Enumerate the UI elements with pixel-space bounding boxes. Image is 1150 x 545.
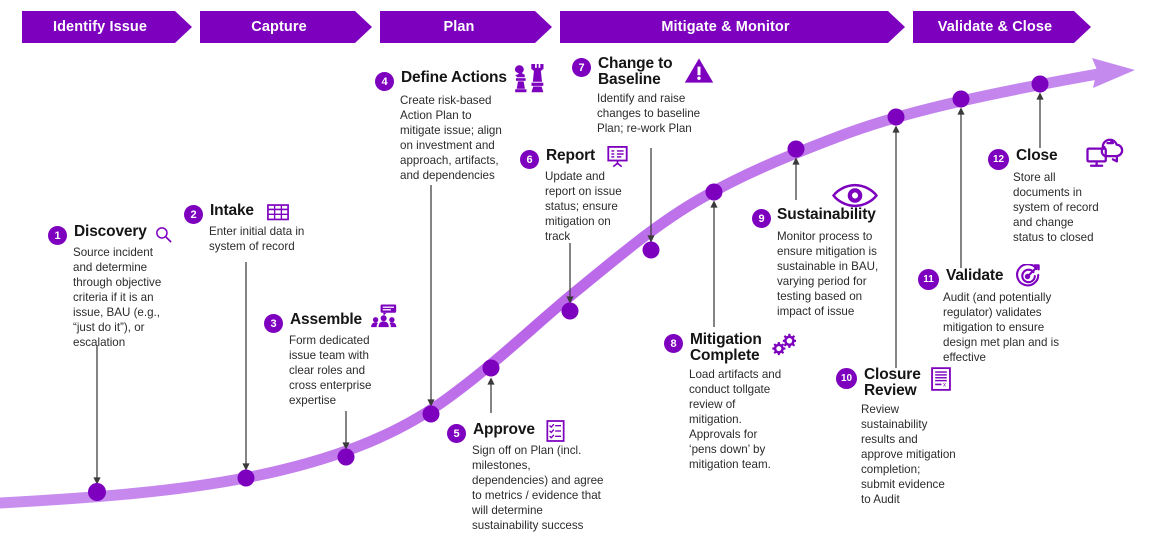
chess-pieces-icon <box>514 63 544 93</box>
step-number-badge: 6 <box>520 150 539 169</box>
step-number-badge: 10 <box>836 368 857 389</box>
step-description: Sign off on Plan (incl. milestones, depe… <box>472 444 604 532</box>
step-number-badge: 2 <box>184 205 203 224</box>
warning-triangle-icon <box>684 58 714 83</box>
target-icon <box>1016 264 1041 287</box>
step-description: Create risk-based Action Plan to mitigat… <box>400 94 502 182</box>
phase-arrow-tip <box>1074 11 1091 43</box>
milestone-dot-8[interactable] <box>705 183 723 201</box>
milestone-dots <box>88 75 1049 501</box>
milestone-dot-5[interactable] <box>482 359 500 377</box>
team-icon <box>371 304 397 328</box>
phase-validate-close[interactable]: Validate & Close <box>913 11 1091 43</box>
step-description: Store all documents in system of record … <box>1013 171 1099 244</box>
phase-shape <box>560 11 888 43</box>
step-title: Report <box>546 147 596 164</box>
phase-shape <box>200 11 355 43</box>
step-8-mitigation-complete[interactable]: 8 Mitigation Complete Load artifacts and… <box>664 331 796 472</box>
step-title: Change to Baseline <box>598 55 673 89</box>
step-number-badge: 7 <box>572 58 591 77</box>
step-11-validate[interactable]: 11 Validate Audit (and potentially regul… <box>918 264 1070 365</box>
checklist-icon <box>546 420 565 442</box>
step-title: Assemble <box>290 311 363 328</box>
step-description: Review sustainability results and approv… <box>861 403 956 507</box>
milestone-dot-7[interactable] <box>642 241 660 259</box>
presentation-board-icon <box>607 146 628 168</box>
step-title: Discovery <box>74 223 147 240</box>
step-title: Define Actions <box>401 69 507 86</box>
step-description: Identify and raise changes to baseline P… <box>597 92 701 136</box>
step-number-badge: 11 <box>918 269 939 290</box>
step-number-badge: 12 <box>988 149 1009 170</box>
step-2-intake[interactable]: 2 Intake Enter initial data in system of… <box>184 202 320 254</box>
svg-text:x: x <box>943 382 946 389</box>
step-number-badge: 1 <box>48 226 67 245</box>
document-icon: x <box>930 367 951 391</box>
phase-shape <box>380 11 535 43</box>
step-description: Update and report on issue status; ensur… <box>545 170 622 243</box>
step-description: Audit (and potentially regulator) valida… <box>943 291 1060 364</box>
milestone-dot-6[interactable] <box>561 302 579 320</box>
phase-label: Validate & Close <box>937 19 1053 35</box>
step-number-badge: 9 <box>752 209 771 228</box>
milestone-dot-10[interactable] <box>887 108 905 126</box>
step-title: Close <box>1016 147 1058 164</box>
cloud-sync-icon <box>1086 138 1124 167</box>
phase-shape <box>913 11 1074 43</box>
phase-identify-issue[interactable]: Identify Issue <box>22 11 192 43</box>
phase-arrow-tip <box>175 11 192 43</box>
step-number-badge: 5 <box>447 424 466 443</box>
phase-arrow-tip <box>888 11 905 43</box>
step-title: Validate <box>946 267 1004 284</box>
step-description: Monitor process to ensure mitigation is … <box>777 230 879 318</box>
gears-icon <box>771 333 796 356</box>
phase-label: Mitigate & Monitor <box>661 19 790 35</box>
step-title: Sustainability <box>777 206 876 223</box>
phase-label: Plan <box>443 19 475 35</box>
step-1-discovery[interactable]: 1 Discovery Source incident and determin… <box>48 223 172 350</box>
milestone-dot-12[interactable] <box>1031 75 1049 93</box>
milestone-dot-2[interactable] <box>237 469 255 487</box>
eye-icon <box>832 183 878 208</box>
step-12-close[interactable]: 12 Close Store all documents in system o… <box>988 138 1124 245</box>
step-10-closure-review[interactable]: 10 Closure Review x Review sustainabilit… <box>836 366 956 507</box>
step-description: Enter initial data in system of record <box>209 225 305 253</box>
curve-arrow-head <box>1092 58 1135 88</box>
step-number-badge: 4 <box>375 72 394 91</box>
step-7-change-to-baseline[interactable]: 7 Change to Baseline Identify and raise … <box>572 55 714 136</box>
phase-label: Identify Issue <box>52 19 148 35</box>
magnifier-icon <box>155 227 172 243</box>
phase-mitigate-monitor[interactable]: Mitigate & Monitor <box>560 11 905 43</box>
step-6-report[interactable]: 6 Report Update and report on issue stat… <box>520 146 628 244</box>
step-description: Source incident and determine through ob… <box>73 246 162 349</box>
step-number-badge: 3 <box>264 314 283 333</box>
step-4-define-actions[interactable]: 4 Define Actions Create risk-based Actio… <box>375 63 544 183</box>
step-number-badge: 8 <box>664 334 683 353</box>
step-description: Form dedicated issue team with clear rol… <box>289 334 372 407</box>
step-title: Approve <box>473 421 535 438</box>
step-9-sustainability[interactable]: 9 Sustainability Monitor process to ensu… <box>752 183 888 319</box>
step-5-approve[interactable]: 5 Approve Sign off on Plan (incl. milest… <box>447 420 605 533</box>
step-description: Load artifacts and conduct tollgate revi… <box>689 368 782 472</box>
milestone-dot-9[interactable] <box>787 140 805 158</box>
phase-capture[interactable]: Capture <box>200 11 372 43</box>
step-3-assemble[interactable]: 3 Assemble Form dedicated issue team wit… <box>264 304 397 408</box>
step-title: Closure Review <box>864 366 921 400</box>
phase-banner: Identify Issue Capture Plan Mitigate & M… <box>0 0 1150 50</box>
milestone-dot-1[interactable] <box>88 483 106 501</box>
milestone-dot-4[interactable] <box>422 405 440 423</box>
step-title: Mitigation Complete <box>690 331 762 365</box>
phase-arrow-tip <box>355 11 372 43</box>
phase-plan[interactable]: Plan <box>380 11 552 43</box>
phase-label: Capture <box>251 19 307 35</box>
milestone-dot-11[interactable] <box>952 90 970 108</box>
grid-table-icon <box>266 204 289 221</box>
step-title: Intake <box>210 202 254 219</box>
phase-arrow-tip <box>535 11 552 43</box>
phase-shape <box>22 11 175 43</box>
milestone-dot-3[interactable] <box>337 448 355 466</box>
